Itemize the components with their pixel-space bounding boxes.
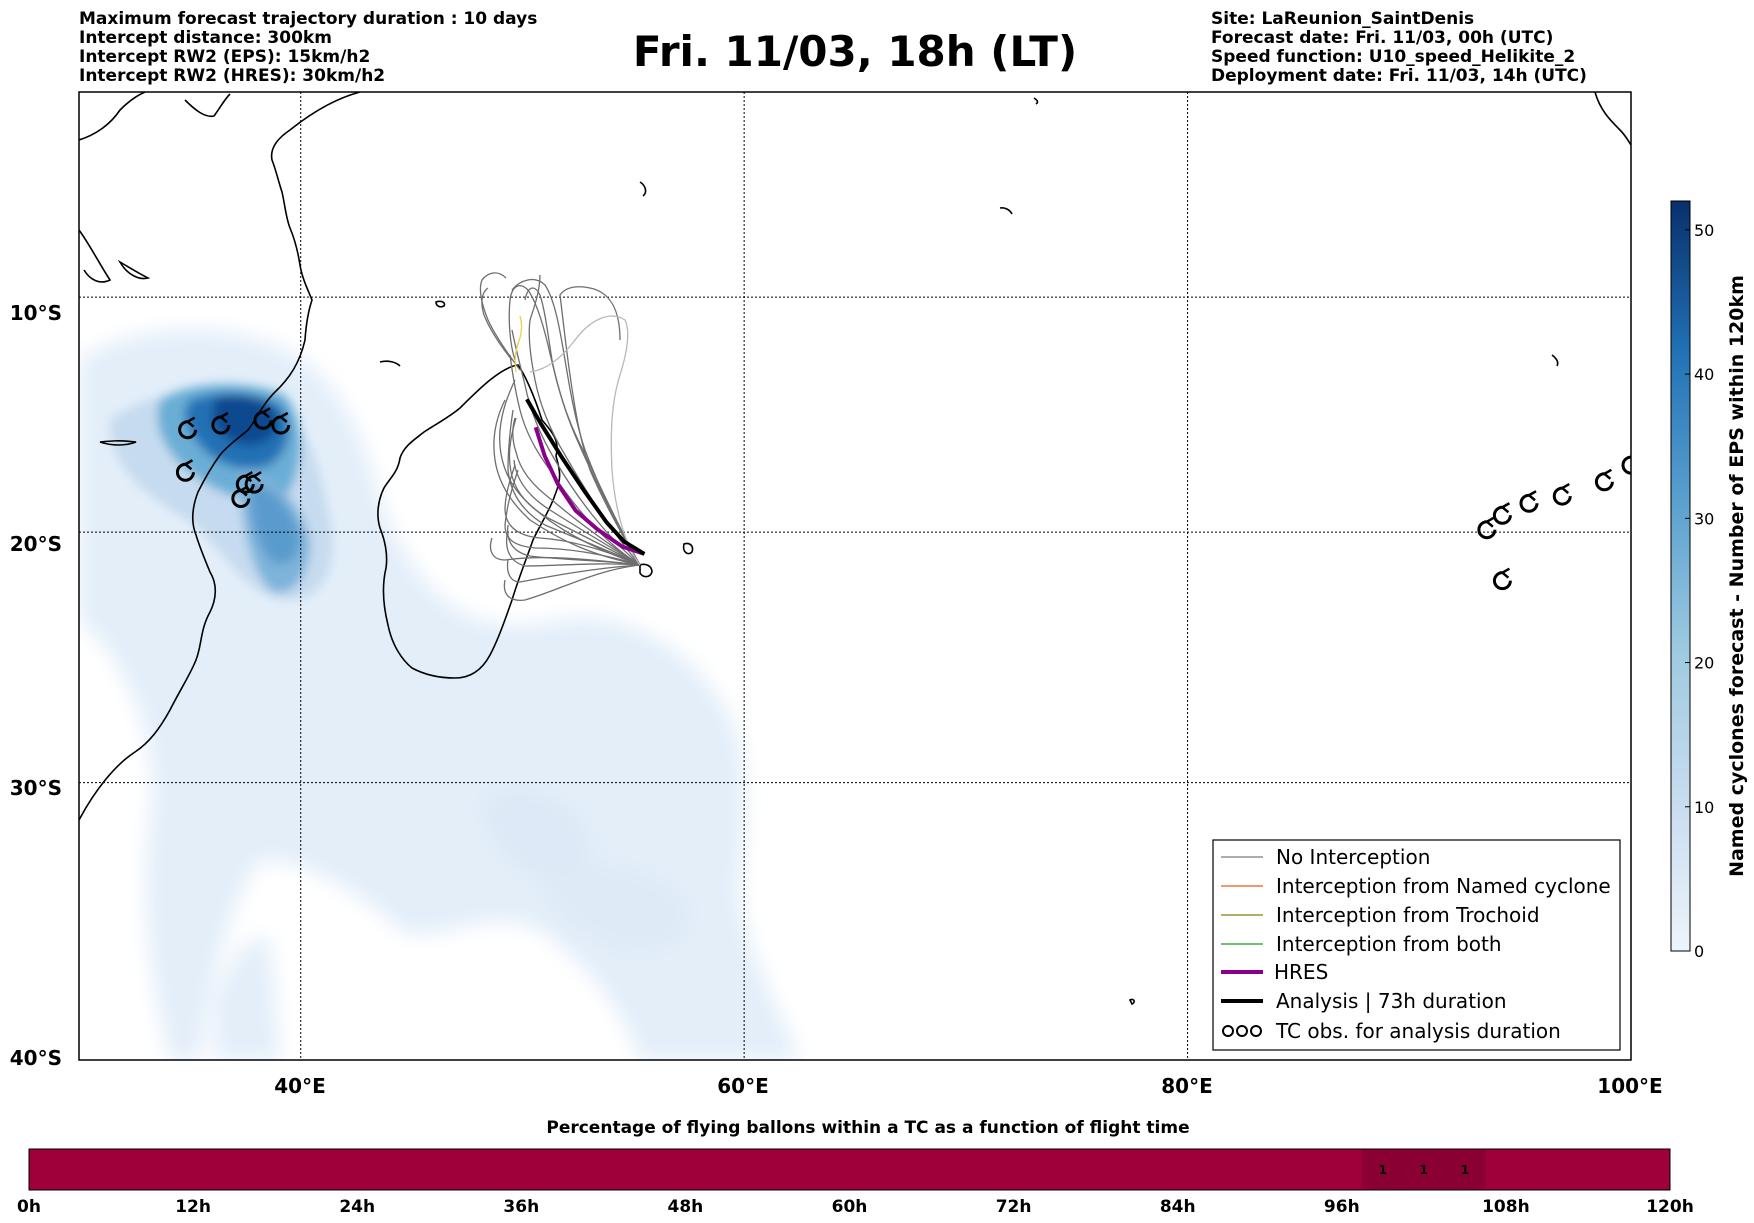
coast-reunion [639,563,653,578]
header-left-line-4: Intercept RW2 (HRES): 30km/h2 [79,66,385,86]
legend-label-tc-obs: TC obs. for analysis duration [1275,1019,1561,1043]
colorbar-gradient [1670,200,1691,952]
map-gridlines [79,92,1631,1060]
coast-mauritius [682,542,694,555]
header-left-line-1: Maximum forecast trajectory duration : 1… [79,9,537,29]
header-right-line-2: Forecast date: Fri. 11/03, 00h (UTC) [1211,28,1553,48]
colorbar-tick-label: 40 [1694,365,1714,384]
timeline-panel: Percentage of flying ballons within a TC… [17,1118,1694,1217]
timeline-cell-value: 1 [1379,1163,1387,1177]
x-tick-60e: 60°E [717,1074,769,1098]
timeline-title: Percentage of flying ballons within a TC… [546,1118,1189,1138]
map-frame [78,91,1632,1061]
timeline-cells: 1 1 1 [1362,1150,1486,1189]
coast-east-africa [79,92,361,821]
analysis-track [525,398,646,556]
x-tick-100e: 100°E [1597,1074,1662,1098]
tc-obs-marker [1519,490,1539,513]
header-right-line-3: Speed function: U10_speed_Helikite_2 [1211,47,1575,67]
y-tick-40s: 40°S [10,1046,62,1070]
coast-madagascar [377,364,561,679]
timeline-cell-value: 1 [1461,1163,1469,1177]
tc-obs-marker [1594,468,1614,492]
legend-box [1212,839,1621,1051]
tc-obs-marker [253,407,273,430]
y-tick-labels: 10°S 20°S 30°S 40°S [10,301,62,1070]
legend-label-no-interception: No Interception [1276,845,1430,869]
timeline-cell [1362,1150,1404,1189]
colorbar-label: Named cyclones forecast - Number of EPS … [1726,275,1748,877]
tc-obs-marker [1492,502,1512,525]
tc-obs-marker [1492,567,1512,591]
colorbar-ticks: 0 10 20 30 40 50 [1685,221,1714,961]
timeline-label: 96h [1324,1197,1360,1217]
timeline-label: 12h [175,1197,211,1217]
tc-obs-marker [178,416,198,440]
tc-obs-marker [1477,516,1497,540]
tc-observations [175,407,1631,591]
legend-label-analysis: Analysis | 73h duration [1276,989,1507,1013]
map-content [79,92,1631,1060]
timeline-label: 108h [1482,1197,1530,1217]
header-left-line-3: Intercept RW2 (EPS): 15km/h2 [79,47,370,67]
map-title: Fri. 11/03, 18h (LT) [633,27,1077,76]
trochoid-trajectory [514,315,523,373]
timeline-label: 24h [339,1197,375,1217]
legend-label-hres: HRES [1274,960,1328,984]
hres-track [533,426,646,556]
timeline-label: 48h [668,1197,704,1217]
header-right: Site: LaReunion_SaintDenis Forecast date… [1211,9,1587,86]
colorbar-tick-label: 10 [1694,798,1714,817]
colorbar-tick-label: 0 [1694,942,1704,961]
legend-label-both: Interception from both [1276,932,1502,956]
tc-obs-marker [1552,483,1572,506]
timeline-label: 72h [996,1197,1032,1217]
x-tick-80e: 80°E [1161,1074,1213,1098]
legend: No Interception Interception from Named … [1212,839,1621,1051]
timeline-label: 60h [832,1197,868,1217]
x-tick-labels: 40°E 60°E 80°E 100°E [274,1074,1662,1098]
tc-obs-marker [244,471,264,494]
timeline-cell [1403,1150,1445,1189]
header-left-line-2: Intercept distance: 300km [79,28,332,48]
colorbar-tick-label: 30 [1694,509,1714,528]
y-tick-20s: 20°S [10,532,62,556]
coastlines [79,92,1631,1006]
colorbar: 0 10 20 30 40 50 Named cyclones forecast - Nu… [1670,200,1748,961]
colorbar-tick-label: 50 [1694,221,1714,240]
header-left: Maximum forecast trajectory duration : 1… [79,9,537,86]
map-panel: 40°E 60°E 80°E 100°E 10°S 20°S 30°S 40°S… [10,91,1663,1098]
eps-trajectory-light [529,315,641,566]
y-tick-30s: 30°S [10,776,62,800]
timeline-label: 36h [503,1197,539,1217]
tc-obs-marker [231,485,251,508]
legend-label-named-cyclone: Interception from Named cyclone [1276,874,1611,898]
timeline-label: 0h [17,1197,41,1217]
timeline-cell-value: 1 [1420,1163,1428,1177]
tc-obs-marker [271,411,291,435]
colorbar-tick-label: 20 [1694,654,1714,673]
y-tick-10s: 10°S [10,301,62,325]
timeline-cell [1444,1150,1486,1189]
x-tick-40e: 40°E [274,1074,326,1098]
tc-obs-marker [175,459,195,482]
legend-swatch-tc-obs [1222,1025,1262,1037]
tc-obs-marker [1621,455,1631,475]
tc-obs-marker [211,411,231,435]
timeline-label: 84h [1160,1197,1196,1217]
timeline-labels: 0h 12h 24h 36h 48h 60h 72h 84h 96h 108h 120h [17,1197,1694,1217]
header-right-line-1: Site: LaReunion_SaintDenis [1211,9,1474,29]
header-right-line-4: Deployment date: Fri. 11/03, 14h (UTC) [1211,66,1587,86]
timeline-label: 120h [1646,1197,1694,1217]
legend-label-trochoid: Interception from Trochoid [1276,903,1540,927]
eps-trajectories [479,272,641,601]
